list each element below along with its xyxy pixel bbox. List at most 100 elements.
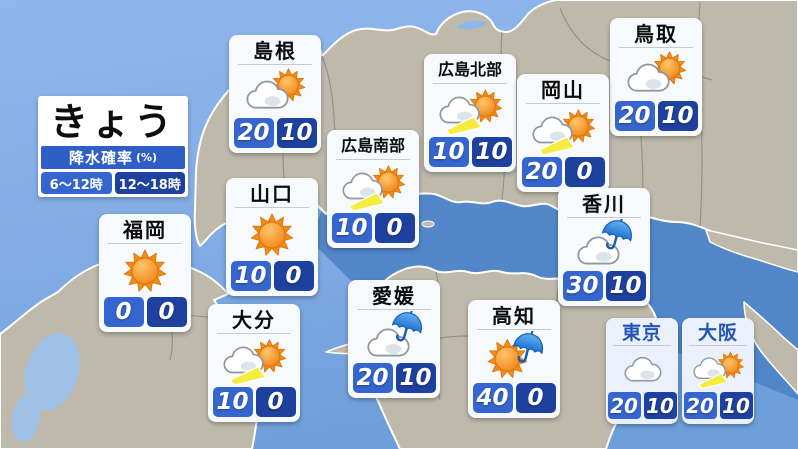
card-divider — [336, 159, 410, 160]
precip-unit-text: (%) — [135, 151, 158, 164]
weather-card-cloud-umbrella[interactable]: 愛媛 20 10 — [348, 280, 440, 398]
card-divider — [357, 309, 431, 310]
precip-values: 10 10 — [428, 137, 512, 167]
precip-am-value: 20 — [233, 118, 274, 148]
city-name: 愛媛 — [372, 284, 416, 308]
city-name: 香川 — [582, 192, 626, 216]
precip-pm-value: 0 — [273, 261, 314, 291]
weather-card-cloud-then-sun[interactable]: 大分 10 0 — [208, 304, 300, 422]
city-name: 大分 — [232, 308, 276, 332]
awaji-island — [705, 229, 798, 273]
precip-values: 0 0 — [103, 297, 187, 327]
precip-values: 10 0 — [230, 261, 314, 291]
card-divider — [433, 83, 507, 84]
city-name: 高知 — [492, 304, 536, 328]
period-am-button[interactable]: 6〜12時 — [41, 172, 112, 194]
precip-values: 10 0 — [331, 213, 415, 243]
city-name: 島根 — [253, 39, 297, 63]
period-pm-button[interactable]: 12〜18時 — [114, 172, 185, 194]
precip-values: 20 10 — [233, 118, 317, 148]
yatsushiro-sea — [11, 394, 41, 442]
weather-card-cloud-sun[interactable]: 鳥取 20 10 — [610, 18, 702, 136]
sun-umbrella-icon — [487, 330, 544, 378]
weather-card-cloud-umbrella[interactable]: 香川 30 10 — [558, 188, 650, 306]
precip-am-value: 10 — [230, 261, 271, 291]
card-divider — [235, 207, 309, 208]
legend: きょう 降水確率 (%) 6〜12時 12〜18時 — [38, 96, 188, 197]
precip-values: 30 10 — [562, 271, 646, 301]
precip-am-value: 20 — [352, 363, 393, 393]
city-name: 大阪 — [697, 322, 738, 344]
precip-am-value: 20 — [521, 157, 562, 187]
cloud-icon — [624, 356, 662, 382]
weather-card-sun-umbrella[interactable]: 高知 40 0 — [468, 300, 560, 418]
cloud-then-sun-icon — [342, 164, 406, 212]
precip-pm-value: 10 — [643, 392, 677, 419]
weather-card-cloud-sun[interactable]: 島根 20 10 — [229, 35, 321, 153]
sun-icon — [250, 212, 294, 256]
lake-shinji — [458, 20, 486, 30]
card-divider — [477, 329, 551, 330]
precip-am-value: 30 — [562, 271, 603, 301]
precip-values: 20 10 — [683, 392, 753, 419]
cloud-then-sun-icon — [693, 351, 744, 389]
precip-am-value: 20 — [607, 392, 641, 419]
precip-pm-value: 0 — [146, 297, 187, 327]
precip-am-value: 20 — [614, 101, 655, 131]
card-divider — [526, 103, 600, 104]
weather-card-sun[interactable]: 山口 10 0 — [226, 178, 318, 296]
precip-pm-value: 10 — [395, 363, 436, 393]
city-name: 東京 — [621, 322, 662, 344]
precip-pm-value: 0 — [374, 213, 415, 243]
weather-card-sun[interactable]: 福岡 0 0 — [99, 214, 191, 332]
sun-icon — [123, 248, 167, 292]
city-name: 山口 — [250, 182, 294, 206]
cloud-then-sun-icon — [532, 108, 596, 156]
precip-pm-value: 10 — [471, 137, 512, 167]
weather-card-cloud[interactable]: 東京 20 10 — [606, 318, 678, 424]
precip-values: 20 10 — [352, 363, 436, 393]
precip-values: 20 0 — [521, 157, 605, 187]
cloud-then-sun-icon — [439, 88, 503, 136]
precip-values: 20 10 — [614, 101, 698, 131]
precip-probability-label: 降水確率 (%) — [41, 146, 185, 169]
cloud-sun-icon — [627, 50, 687, 92]
precip-values: 40 0 — [472, 383, 556, 413]
precip-am-value: 10 — [331, 213, 372, 243]
precip-pm-value: 10 — [276, 118, 317, 148]
card-divider — [217, 333, 291, 334]
precip-am-value: 10 — [212, 387, 253, 417]
card-divider — [613, 345, 671, 346]
precip-am-value: 40 — [472, 383, 513, 413]
page-title: きょう — [49, 100, 176, 144]
card-divider — [689, 345, 747, 346]
nakaumi-lagoon — [499, 24, 513, 30]
cloud-umbrella-icon — [367, 310, 422, 356]
card-divider — [619, 47, 693, 48]
weather-card-cloud-then-sun[interactable]: 広島北部 10 10 — [424, 54, 516, 172]
weather-card-cloud-then-sun[interactable]: 岡山 20 0 — [517, 74, 609, 192]
weather-card-cloud-then-sun[interactable]: 広島南部 10 0 — [327, 130, 419, 248]
precip-pm-value: 10 — [719, 392, 753, 419]
city-name: 福岡 — [123, 218, 167, 242]
precip-am-value: 0 — [103, 297, 144, 327]
card-divider — [567, 217, 641, 218]
precip-pm-value: 10 — [657, 101, 698, 131]
precip-pm-value: 0 — [515, 383, 556, 413]
precip-values: 20 10 — [607, 392, 677, 419]
precip-label-text: 降水確率 — [68, 149, 133, 167]
weather-card-cloud-then-sun[interactable]: 大阪 20 10 — [682, 318, 754, 424]
precip-pm-value: 0 — [564, 157, 605, 187]
card-divider — [238, 64, 312, 65]
precip-values: 10 0 — [212, 387, 296, 417]
precip-am-value: 10 — [428, 137, 469, 167]
precip-pm-value: 0 — [255, 387, 296, 417]
cloud-umbrella-icon — [577, 218, 632, 264]
city-name: 広島北部 — [437, 60, 502, 79]
cloud-sun-icon — [246, 67, 306, 109]
card-divider — [108, 243, 182, 244]
precip-pm-value: 10 — [605, 271, 646, 301]
precip-am-value: 20 — [683, 392, 717, 419]
city-name: 岡山 — [541, 78, 585, 102]
